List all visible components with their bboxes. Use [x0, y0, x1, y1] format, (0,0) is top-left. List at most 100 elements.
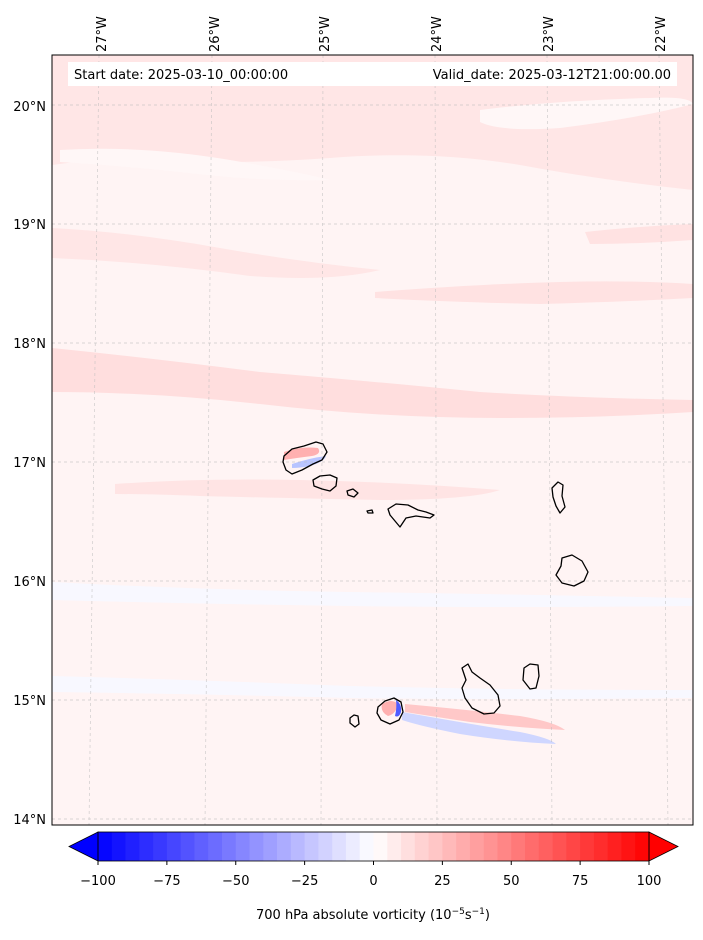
colorbar-tick-label: −100: [80, 874, 116, 889]
colorbar-block: [153, 832, 168, 861]
island-fogo: [376, 697, 404, 725]
vorticity-streak-ne: [480, 97, 693, 130]
colorbar-tick-label: 25: [434, 874, 451, 889]
gridline-lon-25w: [320, 55, 324, 825]
island-brava: [349, 714, 360, 728]
colorbar-tick-label: 100: [637, 874, 662, 889]
lat-label-17n: 17°N: [13, 456, 46, 471]
map-frame: [51, 54, 694, 826]
colorbar-tick-label: −75: [153, 874, 180, 889]
colorbar-block: [359, 832, 374, 861]
island-sao-vicente: [312, 474, 338, 492]
vorticity-band-19n-east: [585, 224, 693, 244]
lon-label-22w: 22°W: [654, 16, 669, 52]
valid-date-text: Valid_date: 2025-03-12T21:00:00.00: [433, 68, 671, 83]
lon-label-23w: 23°W: [542, 16, 557, 52]
graticule: [52, 55, 693, 825]
island-santo-antao: [282, 441, 328, 475]
lat-label-19n: 19°N: [13, 218, 46, 233]
latitude-labels: 20°N 19°N 18°N 17°N 16°N 15°N 14°N: [13, 100, 46, 828]
colorbar-block: [125, 832, 140, 861]
colorbar-block: [621, 832, 636, 861]
vorticity-band-16n: [52, 582, 693, 607]
lon-label-27w: 27°W: [95, 16, 110, 52]
colorbar-tick-label: 0: [369, 874, 377, 889]
colorbar-block: [428, 832, 443, 861]
colorbar-block: [607, 832, 622, 861]
island-sal: [551, 481, 566, 514]
lat-label-18n: 18°N: [13, 337, 46, 352]
colorbar-block: [469, 832, 485, 861]
colorbar-block: [593, 832, 609, 861]
colorbar-blocks: [98, 832, 650, 861]
colorbar-block: [111, 832, 126, 861]
island-maio: [522, 663, 540, 690]
vorticity-band-19n: [52, 228, 380, 278]
colorbar-block: [442, 832, 457, 861]
colorbar-block: [511, 832, 526, 861]
island-razo: [366, 509, 374, 514]
gridline-lon-26w: [204, 55, 213, 825]
colorbar: −100 −75 −50 −25 0 25 50 75 100 700 hPa absolute…: [68, 831, 679, 923]
lat-label-16n: 16°N: [13, 575, 46, 590]
colorbar-tick-label: 75: [572, 874, 589, 889]
coastlines: [282, 441, 589, 728]
vorticity-streak-north: [60, 148, 330, 181]
colorbar-tick-label: −50: [222, 874, 249, 889]
island-santa-luzia: [346, 488, 359, 498]
lon-label-24w: 24°W: [430, 16, 445, 52]
colorbar-block: [483, 832, 498, 861]
colorbar-block: [277, 832, 292, 861]
colorbar-block: [387, 832, 402, 861]
colorbar-block: [98, 832, 113, 861]
lat-label-15n: 15°N: [13, 694, 46, 709]
colorbar-block: [166, 832, 182, 861]
lat-label-20n: 20°N: [13, 100, 46, 115]
wake-negative-santo-antao: [292, 456, 326, 468]
colorbar-block: [456, 832, 471, 861]
colorbar-block: [401, 832, 416, 861]
colorbar-block: [345, 832, 361, 861]
fogo-negative-core: [395, 700, 402, 717]
island-santiago: [461, 663, 501, 715]
vorticity-band-15n: [52, 676, 693, 699]
date-annotation: Start date: 2025-03-10_00:00:00 Valid_da…: [68, 62, 677, 86]
start-date-text: Start date: 2025-03-10_00:00:00: [74, 68, 288, 83]
colorbar-block: [235, 832, 250, 861]
island-boa-vista: [555, 554, 589, 587]
vorticity-band-17-5n: [52, 348, 693, 418]
wake-negative-santiago: [402, 712, 556, 744]
colorbar-tick-label: −25: [291, 874, 318, 889]
colorbar-block: [566, 832, 581, 861]
colorbar-block: [538, 832, 553, 861]
colorbar-label: 700 hPa absolute vorticity (10−5s−1): [256, 907, 490, 923]
colorbar-ticks: −100 −75 −50 −25 0 25 50 75 100: [80, 861, 661, 889]
colorbar-block: [497, 832, 512, 861]
colorbar-block: [208, 832, 223, 861]
colorbar-block: [525, 832, 540, 861]
colorbar-extend-high: [648, 831, 679, 862]
date-annotation-background: [68, 62, 677, 86]
colorbar-block: [194, 832, 209, 861]
island-sao-nicolau: [387, 503, 435, 528]
colorbar-block: [552, 832, 567, 861]
fogo-positive-core: [381, 701, 398, 716]
colorbar-label-variable: 700 hPa absolute vorticity: [256, 908, 426, 923]
colorbar-block: [290, 832, 306, 861]
colorbar-block: [263, 832, 278, 861]
gridline-lon-24w: [434, 55, 438, 825]
colorbar-block: [580, 832, 595, 861]
colorbar-block: [221, 832, 237, 861]
wake-positive-santo-antao: [284, 447, 320, 460]
colorbar-block: [635, 832, 650, 861]
lon-label-25w: 25°W: [318, 16, 333, 52]
gridline-lon-27w: [88, 55, 100, 825]
gridline-lon-22w: [658, 55, 669, 825]
colorbar-block: [373, 832, 388, 861]
map-panel: Start date: 2025-03-10_00:00:00 Valid_da…: [52, 55, 693, 825]
longitude-labels: 27°W 26°W 25°W 24°W 23°W 22°W: [95, 16, 669, 52]
vorticity-band-north: [52, 55, 693, 190]
colorbar-block: [180, 832, 195, 861]
colorbar-block: [249, 832, 264, 861]
